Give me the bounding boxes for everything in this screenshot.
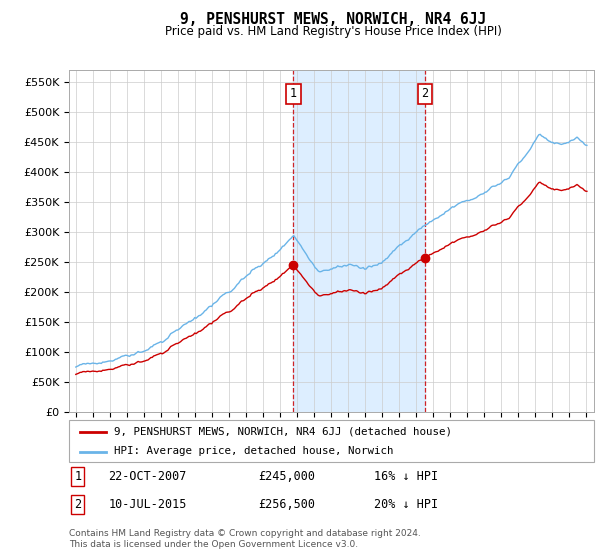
Text: 20% ↓ HPI: 20% ↓ HPI [373,498,437,511]
Text: 16% ↓ HPI: 16% ↓ HPI [373,470,437,483]
Text: 22-OCT-2007: 22-OCT-2007 [109,470,187,483]
Text: 10-JUL-2015: 10-JUL-2015 [109,498,187,511]
Text: 9, PENSHURST MEWS, NORWICH, NR4 6JJ: 9, PENSHURST MEWS, NORWICH, NR4 6JJ [180,12,486,27]
Text: 2: 2 [421,87,428,100]
Text: HPI: Average price, detached house, Norwich: HPI: Average price, detached house, Norw… [113,446,393,456]
Text: 1: 1 [74,470,82,483]
Text: Price paid vs. HM Land Registry's House Price Index (HPI): Price paid vs. HM Land Registry's House … [164,25,502,38]
Text: £256,500: £256,500 [258,498,315,511]
Text: 1: 1 [290,87,297,100]
Text: 9, PENSHURST MEWS, NORWICH, NR4 6JJ (detached house): 9, PENSHURST MEWS, NORWICH, NR4 6JJ (det… [113,427,452,437]
Text: 2: 2 [74,498,82,511]
Text: £245,000: £245,000 [258,470,315,483]
Bar [293,70,425,412]
Text: Contains HM Land Registry data © Crown copyright and database right 2024.
This d: Contains HM Land Registry data © Crown c… [69,529,421,549]
